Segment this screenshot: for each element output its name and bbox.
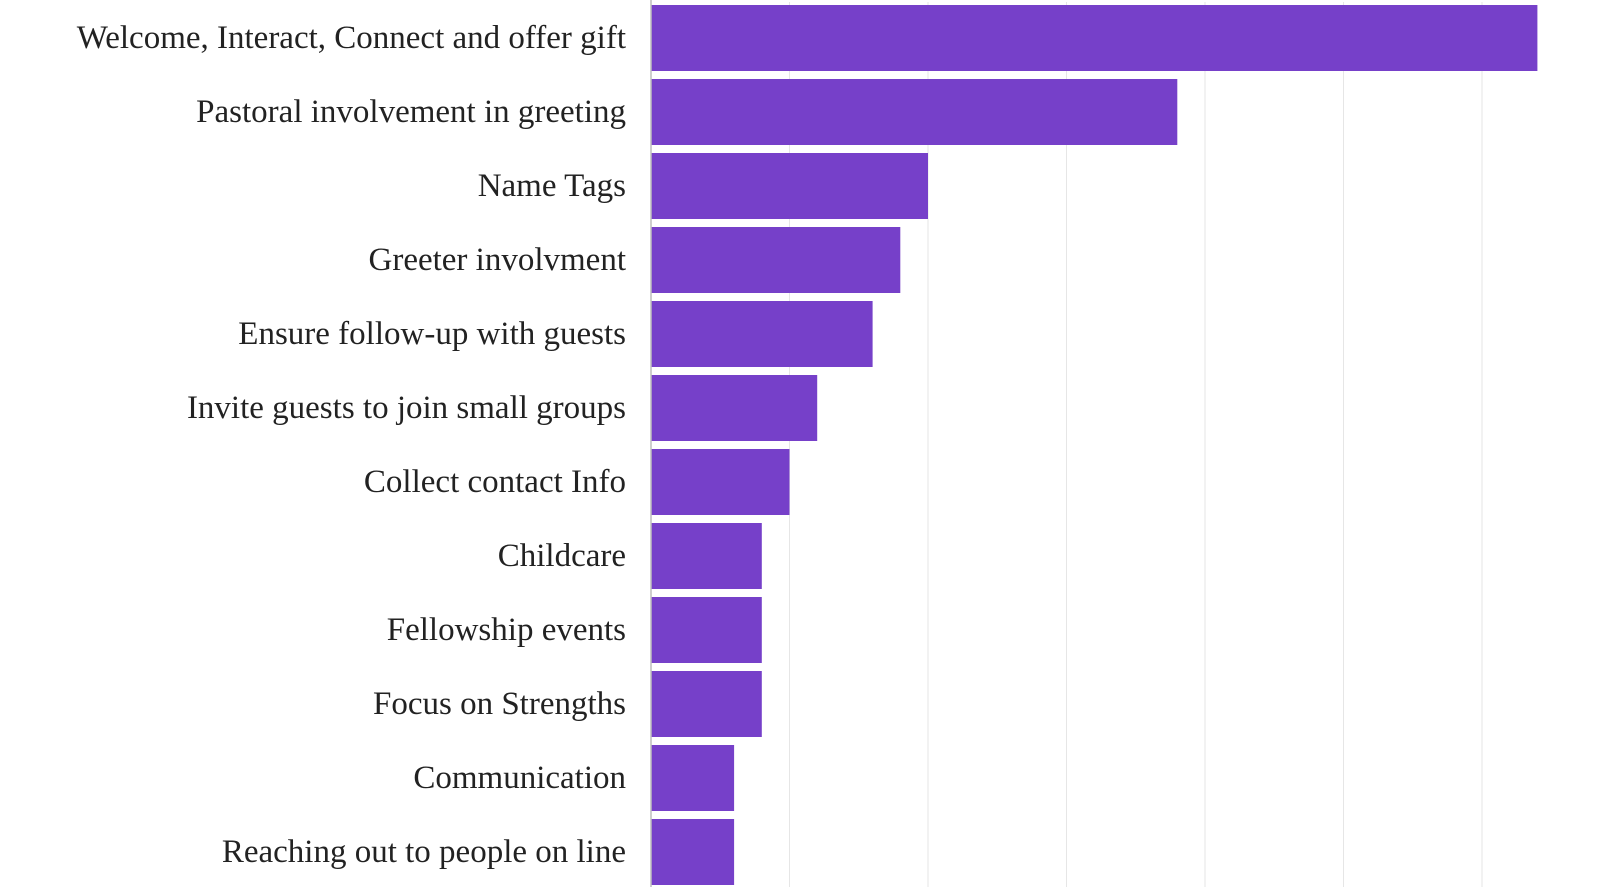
bar[interactable] bbox=[651, 671, 762, 737]
category-label: Collect contact Info bbox=[364, 464, 626, 500]
bar[interactable] bbox=[651, 5, 1538, 71]
category-label: Welcome, Interact, Connect and offer gif… bbox=[77, 20, 626, 56]
category-label: Reaching out to people on line bbox=[222, 834, 626, 870]
bar[interactable] bbox=[651, 153, 928, 219]
bar[interactable] bbox=[651, 819, 735, 885]
category-label: Greeter involvment bbox=[369, 242, 627, 278]
category-labels: Welcome, Interact, Connect and offer gif… bbox=[77, 20, 626, 870]
bar[interactable] bbox=[651, 79, 1178, 145]
category-label: Childcare bbox=[498, 538, 626, 574]
category-label: Focus on Strengths bbox=[373, 686, 626, 722]
bars bbox=[651, 5, 1538, 885]
category-label: Communication bbox=[413, 760, 626, 796]
category-label: Fellowship events bbox=[387, 612, 626, 648]
bar[interactable] bbox=[651, 597, 762, 663]
bar[interactable] bbox=[651, 745, 735, 811]
bar[interactable] bbox=[651, 227, 901, 293]
category-label: Ensure follow-up with guests bbox=[238, 316, 626, 352]
bar[interactable] bbox=[651, 375, 818, 441]
bar[interactable] bbox=[651, 523, 762, 589]
category-label: Name Tags bbox=[478, 168, 626, 204]
bar[interactable] bbox=[651, 449, 790, 515]
bar[interactable] bbox=[651, 301, 873, 367]
category-label: Pastoral involvement in greeting bbox=[196, 94, 626, 130]
gridlines bbox=[789, 2, 1483, 887]
category-label: Invite guests to join small groups bbox=[187, 390, 626, 426]
